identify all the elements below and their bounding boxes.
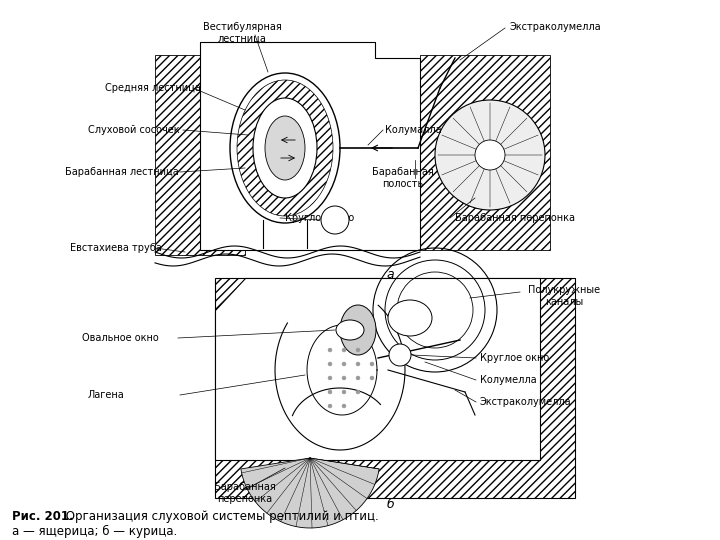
Circle shape bbox=[389, 344, 411, 366]
Text: Полукружные
каналы: Полукружные каналы bbox=[528, 285, 600, 307]
Bar bbox=[420, 55, 550, 250]
Circle shape bbox=[342, 348, 346, 352]
Text: Слуховой сосочек: Слуховой сосочек bbox=[88, 125, 179, 135]
Text: а — ящерица; б — курица.: а — ящерица; б — курица. bbox=[12, 525, 177, 538]
Text: Барабанная
перепонка: Барабанная перепонка bbox=[214, 482, 276, 504]
Ellipse shape bbox=[237, 80, 333, 216]
Circle shape bbox=[342, 376, 346, 380]
Bar bbox=[200, 42, 375, 97]
Text: Колумалла: Колумалла bbox=[385, 125, 441, 135]
Text: Экстраколумелла: Экстраколумелла bbox=[480, 397, 572, 407]
Text: Колумелла: Колумелла bbox=[480, 375, 536, 385]
Circle shape bbox=[370, 376, 374, 380]
Circle shape bbox=[435, 100, 545, 210]
Text: Барабанная перепонка: Барабанная перепонка bbox=[455, 213, 575, 223]
Circle shape bbox=[356, 348, 360, 352]
Text: Барабанная лестница: Барабанная лестница bbox=[65, 167, 179, 177]
Text: а: а bbox=[386, 268, 394, 281]
Text: Овальное окно: Овальное окно bbox=[82, 333, 158, 343]
Ellipse shape bbox=[336, 320, 364, 340]
Circle shape bbox=[342, 362, 346, 366]
Circle shape bbox=[328, 404, 332, 408]
Ellipse shape bbox=[265, 116, 305, 180]
Text: Средняя лестница: Средняя лестница bbox=[105, 83, 201, 93]
Text: Круглое окно: Круглое окно bbox=[480, 353, 549, 363]
Polygon shape bbox=[200, 42, 420, 250]
Polygon shape bbox=[241, 458, 379, 528]
Circle shape bbox=[356, 362, 360, 366]
Ellipse shape bbox=[340, 305, 376, 355]
Ellipse shape bbox=[253, 98, 317, 198]
Circle shape bbox=[342, 404, 346, 408]
Polygon shape bbox=[215, 278, 575, 498]
Ellipse shape bbox=[388, 300, 432, 336]
Circle shape bbox=[356, 390, 360, 394]
Text: Вестибулярная
лестница: Вестибулярная лестница bbox=[202, 22, 282, 44]
Polygon shape bbox=[215, 278, 540, 460]
Circle shape bbox=[356, 376, 360, 380]
Text: б: б bbox=[386, 498, 394, 511]
Text: Круглое окно: Круглое окно bbox=[285, 213, 354, 223]
Circle shape bbox=[328, 390, 332, 394]
Text: Организация слуховой системы рептилий и птиц.: Организация слуховой системы рептилий и … bbox=[62, 510, 379, 523]
Text: Барабанная
полость: Барабанная полость bbox=[372, 167, 433, 189]
Text: Евстахиева труба: Евстахиева труба bbox=[70, 243, 162, 253]
Circle shape bbox=[475, 140, 505, 170]
Text: Рис. 201.: Рис. 201. bbox=[12, 510, 73, 523]
Circle shape bbox=[328, 362, 332, 366]
Text: Экстраколумелла: Экстраколумелла bbox=[510, 22, 602, 32]
Circle shape bbox=[328, 348, 332, 352]
Circle shape bbox=[328, 376, 332, 380]
Circle shape bbox=[321, 206, 349, 234]
Circle shape bbox=[370, 362, 374, 366]
Ellipse shape bbox=[230, 73, 340, 223]
Bar bbox=[155, 55, 245, 255]
Circle shape bbox=[342, 390, 346, 394]
Text: Лагена: Лагена bbox=[88, 390, 125, 400]
